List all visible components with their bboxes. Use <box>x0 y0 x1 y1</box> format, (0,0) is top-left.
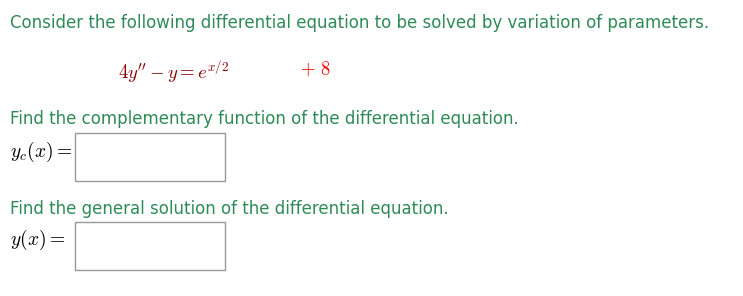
Text: $4y^{\prime\prime} - y = e^{x/2}$: $4y^{\prime\prime} - y = e^{x/2}$ <box>118 60 230 86</box>
Text: Find the complementary function of the differential equation.: Find the complementary function of the d… <box>10 110 519 128</box>
Text: $y(x) =$: $y(x) =$ <box>10 228 65 252</box>
Text: Find the general solution of the differential equation.: Find the general solution of the differe… <box>10 200 449 218</box>
Bar <box>75 222 225 270</box>
Text: Consider the following differential equation to be solved by variation of parame: Consider the following differential equa… <box>10 14 709 32</box>
Text: $+\ 8$: $+\ 8$ <box>300 60 331 79</box>
Bar <box>75 133 225 181</box>
Text: $y_c(x) =$: $y_c(x) =$ <box>10 140 72 164</box>
